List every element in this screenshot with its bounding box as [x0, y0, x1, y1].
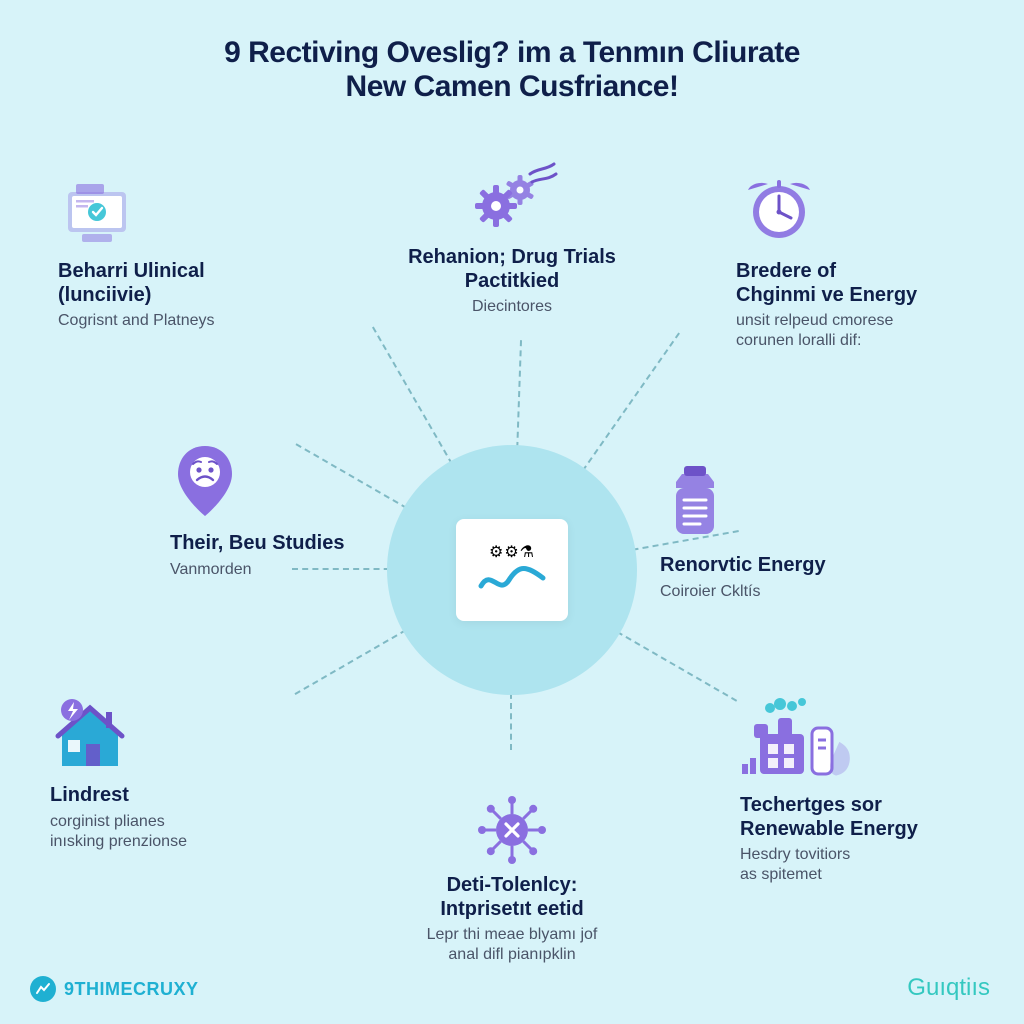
node-subtitle: corginist plianesinısking prenzionse: [50, 812, 290, 852]
footer-left-text: 9THIMECRUXY: [64, 979, 199, 1000]
center-top-glyphs: ⚙⚙⚗: [489, 542, 535, 562]
footer-left-badge-icon: [30, 976, 56, 1002]
node-n8: Techertges sorRenewable EnergyHesdry tov…: [740, 710, 1010, 885]
node-n5: Renorvtic Energy Coiroier Ckltís: [660, 470, 940, 602]
node-n4: Their, Beu Studies Vanmorden: [170, 448, 430, 580]
node-title: Bredere ofChginmi ve Energy: [736, 260, 996, 307]
node-n1: Beharri Ulinical(lunciivie) Cogrisnt and …: [58, 176, 318, 331]
node-subtitle: Hesdry tovitiorsas spitemet: [740, 845, 1010, 885]
node-subtitle: Coiroier Ckltís: [660, 582, 940, 602]
node-n2: Rehanion; Drug TrialsPactitkied Diecintor…: [362, 162, 662, 317]
node-title: Renorvtic Energy: [660, 554, 940, 578]
node-subtitle: Diecintores: [362, 297, 662, 317]
page-title: 9 Rectiving Oveslig? im a Tenmın Cliurat…: [0, 36, 1024, 104]
footer-right-text: Guıqtiıs: [907, 974, 990, 1002]
center-box: ⚙⚙⚗: [456, 519, 568, 621]
alarm-icon: [736, 176, 996, 250]
node-subtitle: Vanmorden: [170, 560, 430, 580]
node-subtitle: Cogrisnt and Platneys: [58, 311, 318, 331]
gears-icon: [362, 162, 662, 236]
node-title: Beharri Ulinical(lunciivie): [58, 260, 318, 307]
node-title: Deti-Tolenlcy:Intprisetıt eetid: [352, 874, 672, 921]
node-title: Lindrest: [50, 784, 290, 808]
factory-icon: [740, 710, 1010, 784]
footer-right-logo: Guıqtiıs: [907, 974, 990, 1002]
node-title: Their, Beu Studies: [170, 532, 430, 556]
bottle-icon: [660, 470, 940, 544]
node-n6: Lindrest corginist plianesinısking prenzi…: [50, 700, 290, 852]
node-n7: Deti-Tolenlcy:Intprisetıt eetidLepr thi …: [352, 790, 672, 965]
center-squiggle-icon: [477, 562, 547, 598]
footer-left-logo: 9THIMECRUXY: [30, 976, 199, 1002]
node-title: Rehanion; Drug TrialsPactitkied: [362, 246, 662, 293]
pin-face-icon: [170, 448, 430, 522]
house-bolt-icon: [50, 700, 290, 774]
node-subtitle: unsit relpeud cmoresecorunen loralli dif…: [736, 311, 996, 351]
node-n3: Bredere ofChginmi ve Energyunsit relpeud…: [736, 176, 996, 351]
title-line-1: 9 Rectiving Oveslig? im a Tenmın Cliurat…: [100, 36, 924, 70]
title-line-2: New Camen Cusfriance!: [100, 70, 924, 104]
computer-icon: [58, 176, 318, 250]
node-subtitle: Lepr thi meae blyamı jofanal difl pianıp…: [352, 925, 672, 965]
node-title: Techertges sorRenewable Energy: [740, 794, 1010, 841]
virus-icon: [352, 790, 672, 864]
